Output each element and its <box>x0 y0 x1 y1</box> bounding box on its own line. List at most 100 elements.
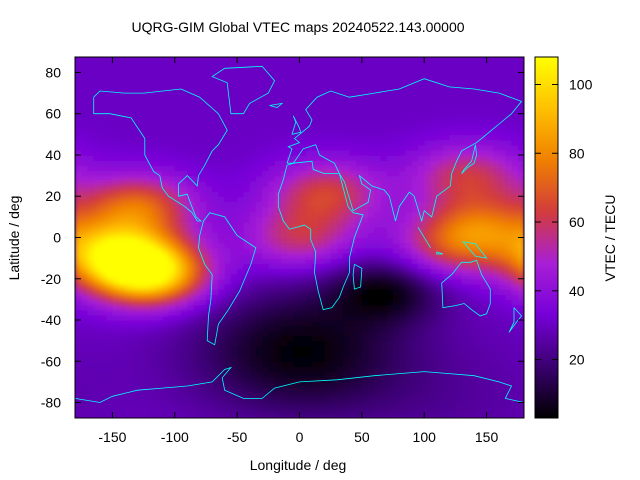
heatmap-cell <box>380 253 388 259</box>
heatmap-cell <box>99 232 107 239</box>
heatmap-cell <box>262 191 269 197</box>
heatmap-cell <box>418 320 425 326</box>
heatmap-cell <box>93 211 101 218</box>
heatmap-cell <box>355 387 363 393</box>
heatmap-cell <box>424 304 431 311</box>
heatmap-cell <box>449 356 456 362</box>
heatmap-cell <box>124 232 132 239</box>
heatmap-cell <box>386 211 394 218</box>
heatmap-cell <box>486 149 494 156</box>
heatmap-cell <box>137 330 145 337</box>
heatmap-cell <box>399 314 407 321</box>
heatmap-cell <box>480 222 488 228</box>
heatmap-cell <box>187 340 195 347</box>
heatmap-cell <box>106 289 113 295</box>
heatmap-cell <box>336 278 344 285</box>
heatmap-cell <box>143 170 151 177</box>
heatmap-cell <box>124 175 132 182</box>
heatmap-cell <box>418 278 425 285</box>
heatmap-cell <box>224 67 232 74</box>
heatmap-cell <box>124 98 132 105</box>
heatmap-cell <box>131 113 138 120</box>
heatmap-cell <box>218 155 226 161</box>
heatmap-cell <box>324 211 332 218</box>
heatmap-cell <box>455 376 463 383</box>
heatmap-cell <box>87 237 95 244</box>
heatmap-cell <box>87 376 95 383</box>
heatmap-cell <box>430 82 438 89</box>
heatmap-cell <box>312 356 319 362</box>
heatmap-cell <box>386 67 394 74</box>
heatmap-cell <box>318 309 325 316</box>
heatmap-cell <box>75 320 82 326</box>
heatmap-cell <box>368 113 375 120</box>
heatmap-cell <box>162 340 170 347</box>
heatmap-cell <box>511 407 519 414</box>
heatmap-cell <box>193 314 201 321</box>
heatmap-cell <box>75 361 82 368</box>
heatmap-cell <box>274 345 282 352</box>
heatmap-cell <box>336 283 344 290</box>
heatmap-cell <box>505 320 513 326</box>
heatmap-cell <box>293 124 301 130</box>
heatmap-cell <box>143 165 151 172</box>
heatmap-cell <box>293 232 301 239</box>
heatmap-cell <box>467 227 475 233</box>
heatmap-cell <box>112 294 120 300</box>
heatmap-cell <box>87 175 95 182</box>
heatmap-cell <box>280 283 288 290</box>
heatmap-cell <box>436 242 444 249</box>
heatmap-cell <box>380 144 388 151</box>
heatmap-cell <box>268 376 276 383</box>
heatmap-cell <box>287 201 294 208</box>
heatmap-cell <box>287 108 294 115</box>
heatmap-cell <box>361 222 369 228</box>
heatmap-cell <box>399 149 407 156</box>
heatmap-cell <box>343 170 350 177</box>
heatmap-cell <box>268 206 276 213</box>
heatmap-cell <box>449 129 456 135</box>
heatmap-cell <box>237 278 244 285</box>
heatmap-cell <box>455 82 463 89</box>
heatmap-cell <box>243 62 251 68</box>
heatmap-cell <box>305 222 313 228</box>
heatmap-cell <box>324 165 332 172</box>
heatmap-cell <box>168 278 176 285</box>
heatmap-cell <box>237 304 244 311</box>
heatmap-cell <box>405 216 413 223</box>
heatmap-cell <box>461 144 469 151</box>
heatmap-cell <box>293 185 301 192</box>
heatmap-cell <box>75 325 82 331</box>
heatmap-cell <box>131 392 138 398</box>
heatmap-cell <box>224 201 232 208</box>
heatmap-cell <box>243 206 251 213</box>
heatmap-cell <box>112 134 120 141</box>
heatmap-cell <box>137 232 145 239</box>
heatmap-cell <box>112 335 120 342</box>
heatmap-cell <box>418 160 425 166</box>
heatmap-cell <box>81 392 88 398</box>
heatmap-cell <box>187 402 195 409</box>
heatmap-cell <box>480 309 488 316</box>
heatmap-cell <box>287 268 294 275</box>
heatmap-cell <box>137 258 145 264</box>
heatmap-cell <box>343 72 350 79</box>
heatmap-cell <box>343 330 350 337</box>
heatmap-cell <box>480 247 488 254</box>
heatmap-cell <box>442 62 450 68</box>
heatmap-cell <box>418 185 425 192</box>
heatmap-cell <box>436 180 444 187</box>
heatmap-cell <box>393 155 400 161</box>
heatmap-cell <box>492 216 500 223</box>
heatmap-cell <box>418 335 425 342</box>
heatmap-cell <box>187 175 195 182</box>
heatmap-cell <box>305 289 313 295</box>
heatmap-cell <box>368 170 375 177</box>
heatmap-cell <box>174 149 182 156</box>
heatmap-cell <box>511 294 519 300</box>
heatmap-cell <box>106 113 113 120</box>
heatmap-cell <box>449 309 456 316</box>
heatmap-cell <box>393 345 400 352</box>
heatmap-cell <box>449 82 456 89</box>
heatmap-cell <box>430 397 438 404</box>
